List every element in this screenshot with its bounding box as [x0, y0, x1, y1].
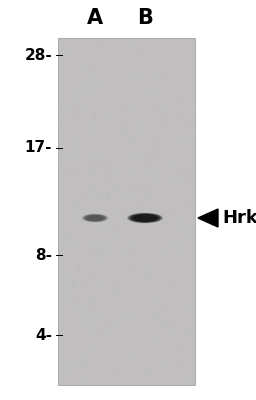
- Ellipse shape: [82, 214, 108, 222]
- Text: 28-: 28-: [24, 48, 52, 62]
- Ellipse shape: [141, 217, 149, 219]
- Text: Hrk: Hrk: [222, 209, 256, 227]
- Ellipse shape: [127, 213, 163, 223]
- Ellipse shape: [130, 214, 160, 222]
- Ellipse shape: [90, 216, 100, 220]
- Ellipse shape: [134, 215, 156, 221]
- Ellipse shape: [138, 216, 152, 220]
- Ellipse shape: [86, 215, 104, 221]
- Ellipse shape: [93, 217, 97, 219]
- Ellipse shape: [138, 216, 152, 220]
- Ellipse shape: [135, 215, 155, 221]
- Ellipse shape: [137, 216, 153, 220]
- Ellipse shape: [87, 215, 103, 221]
- Ellipse shape: [87, 216, 103, 220]
- Ellipse shape: [128, 213, 162, 223]
- Ellipse shape: [136, 216, 154, 220]
- Ellipse shape: [129, 213, 161, 223]
- Ellipse shape: [89, 216, 101, 220]
- Ellipse shape: [132, 214, 158, 222]
- Ellipse shape: [89, 216, 101, 220]
- Text: 8-: 8-: [35, 248, 52, 262]
- Ellipse shape: [84, 214, 106, 222]
- Ellipse shape: [85, 215, 105, 221]
- Ellipse shape: [131, 214, 159, 222]
- Ellipse shape: [139, 216, 151, 220]
- Ellipse shape: [82, 214, 108, 222]
- Ellipse shape: [91, 217, 99, 219]
- Text: 17-: 17-: [25, 140, 52, 156]
- Text: B: B: [137, 8, 153, 28]
- Ellipse shape: [83, 214, 107, 222]
- Polygon shape: [198, 209, 218, 227]
- Ellipse shape: [135, 215, 155, 221]
- Ellipse shape: [142, 217, 148, 219]
- Bar: [58, 38, 195, 385]
- Ellipse shape: [140, 217, 150, 219]
- Ellipse shape: [133, 214, 157, 222]
- Text: A: A: [87, 8, 103, 28]
- Text: 4-: 4-: [35, 328, 52, 342]
- Ellipse shape: [92, 217, 98, 219]
- Ellipse shape: [84, 215, 105, 221]
- Ellipse shape: [91, 217, 99, 219]
- Ellipse shape: [90, 216, 100, 220]
- Ellipse shape: [88, 216, 102, 220]
